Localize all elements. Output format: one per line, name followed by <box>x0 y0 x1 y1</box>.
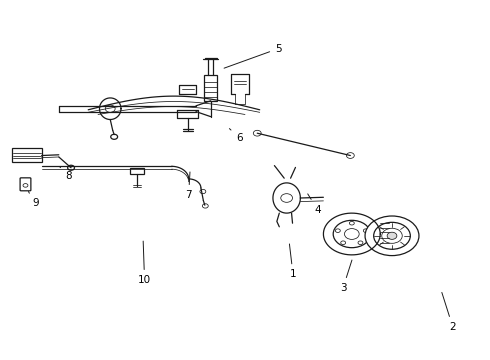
Text: 10: 10 <box>138 241 151 285</box>
Text: 6: 6 <box>229 129 243 143</box>
Text: 7: 7 <box>185 172 192 200</box>
Text: 1: 1 <box>290 244 296 279</box>
FancyBboxPatch shape <box>130 168 144 174</box>
Text: 4: 4 <box>308 194 321 215</box>
Text: 8: 8 <box>60 167 72 181</box>
Circle shape <box>105 105 115 112</box>
FancyBboxPatch shape <box>204 75 217 101</box>
Circle shape <box>23 184 28 187</box>
Circle shape <box>358 241 363 244</box>
Circle shape <box>387 232 397 239</box>
Circle shape <box>202 204 208 208</box>
Circle shape <box>346 153 354 158</box>
FancyBboxPatch shape <box>20 178 31 191</box>
Circle shape <box>365 216 419 256</box>
Circle shape <box>335 229 340 233</box>
Circle shape <box>281 194 293 202</box>
Circle shape <box>341 241 345 244</box>
Circle shape <box>374 222 410 249</box>
Circle shape <box>349 221 354 225</box>
Circle shape <box>364 229 368 233</box>
FancyBboxPatch shape <box>12 148 42 162</box>
Text: 5: 5 <box>224 44 282 68</box>
Circle shape <box>111 134 118 139</box>
Circle shape <box>200 189 206 194</box>
Circle shape <box>253 130 261 136</box>
Circle shape <box>382 228 402 243</box>
Circle shape <box>68 165 74 170</box>
Text: 2: 2 <box>442 292 456 332</box>
Circle shape <box>333 220 370 248</box>
Text: 9: 9 <box>28 192 39 208</box>
Circle shape <box>344 229 359 239</box>
Text: 3: 3 <box>340 260 352 293</box>
